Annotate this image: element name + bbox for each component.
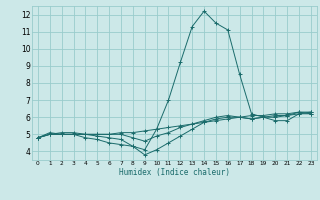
X-axis label: Humidex (Indice chaleur): Humidex (Indice chaleur)	[119, 168, 230, 177]
